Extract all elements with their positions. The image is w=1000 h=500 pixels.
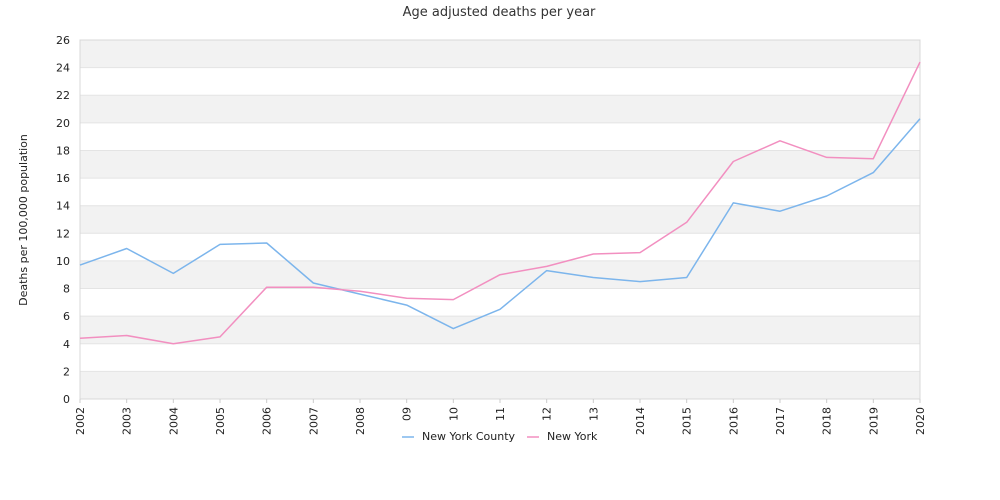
- x-tick-label: 2014: [634, 407, 647, 435]
- x-tick-label: 2017: [774, 407, 787, 435]
- grid-band: [80, 40, 920, 68]
- series-layer: [79, 61, 921, 345]
- x-tick-label: 2007: [307, 407, 320, 435]
- grid-lines: [80, 39, 920, 400]
- y-tick-label: 26: [56, 34, 70, 47]
- x-tick-label: 2004: [167, 407, 180, 435]
- y-tick-label: 6: [63, 310, 70, 323]
- y-tick-label: 18: [56, 144, 70, 157]
- y-tick-label: 8: [63, 283, 70, 296]
- x-tick-label: 2015: [681, 407, 694, 435]
- x-tick-label: 11: [494, 407, 507, 421]
- x-tick-label: 2002: [74, 407, 87, 435]
- y-tick-label: 2: [63, 365, 70, 378]
- legend: New York County New York: [402, 430, 598, 443]
- grid-band: [80, 150, 920, 179]
- legend-label: New York: [547, 430, 598, 443]
- y-tick-label: 4: [63, 338, 70, 351]
- y-tick-label: 12: [56, 227, 70, 240]
- x-tick-label: 13: [587, 407, 600, 421]
- x-tick-label: 2018: [821, 407, 834, 435]
- y-tick-label: 16: [56, 172, 70, 185]
- grid-band: [80, 205, 920, 234]
- x-tick-label: 2008: [354, 407, 367, 435]
- x-tick-label: 2016: [727, 407, 740, 435]
- x-tick-label: 2006: [261, 407, 274, 435]
- y-tick-label: 14: [56, 200, 70, 213]
- grid-band: [80, 316, 920, 344]
- y-tick-label: 20: [56, 117, 70, 130]
- x-tick-label: 10: [447, 407, 460, 421]
- x-tick-label: 12: [541, 407, 554, 421]
- y-axis-title: Deaths per 100,000 population: [17, 134, 30, 306]
- grid-bands: [80, 40, 920, 399]
- grid-band: [80, 371, 920, 399]
- series-line: [79, 118, 921, 330]
- grid-band: [80, 95, 920, 123]
- y-tick-label: 10: [56, 255, 70, 268]
- x-tick-label: 09: [401, 407, 414, 421]
- x-tick-label: 2020: [914, 407, 927, 435]
- series-line: [79, 61, 921, 345]
- y-tick-label: 0: [63, 393, 70, 406]
- chart-title: Age adjusted deaths per year: [403, 5, 596, 20]
- y-tick-label: 24: [56, 62, 70, 75]
- x-tick-label: 2019: [867, 407, 880, 435]
- x-tick-label: 2005: [214, 407, 227, 435]
- y-tick-label: 22: [56, 89, 70, 102]
- x-tick-label: 2003: [121, 407, 134, 435]
- x-axis: 2002 2003 2004 2005 2006 2007 2008 09 10 11 12 13 20…: [74, 399, 927, 435]
- legend-label: New York County: [422, 430, 516, 443]
